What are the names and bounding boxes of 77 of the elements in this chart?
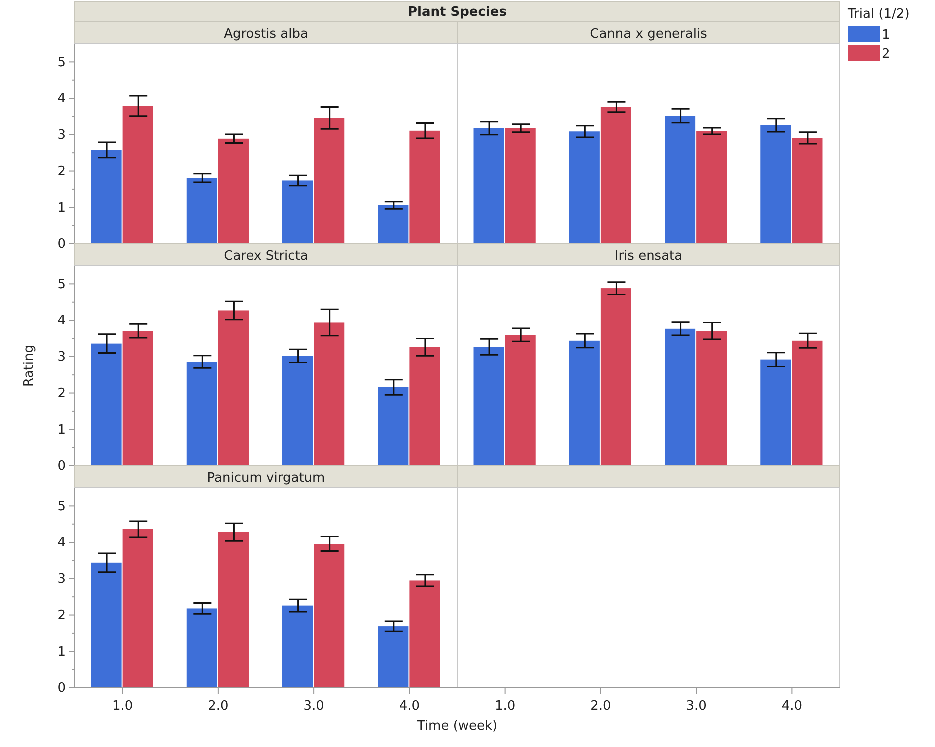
y-tick-label: 1 [58,200,66,216]
x-tick-label: 3.0 [686,699,707,714]
bar [792,340,823,466]
bar [314,118,345,244]
x-tick-label: 3.0 [304,699,324,714]
bar [282,356,314,466]
y-tick-label: 1 [58,644,66,660]
bar [665,328,696,466]
bar [760,360,792,466]
chart-title: Plant Species [408,5,508,20]
bar [474,128,504,244]
y-tick-label: 4 [58,92,66,107]
bar [410,130,440,244]
bar [186,608,218,688]
bar [314,322,345,466]
y-tick-label: 3 [58,128,66,144]
bar [122,106,154,244]
bar [505,128,536,244]
bar [505,335,536,466]
bar [282,606,314,688]
bar [792,138,823,244]
bar [122,331,154,466]
bar [186,178,218,244]
bar [218,138,249,244]
bar [569,132,600,244]
bar [378,205,409,244]
bar [696,131,728,244]
bar [282,180,314,244]
x-tick-label: 1.0 [112,699,134,714]
y-tick-label: 2 [58,386,66,402]
bar [378,626,409,688]
bar [474,347,504,466]
bar [91,150,122,244]
x-axis-title: Time (week) [416,719,498,734]
text: Carex Stricta [224,249,308,264]
y-tick-label: 0 [58,681,66,696]
bar [91,562,122,688]
y-tick-label: 2 [58,608,66,624]
legend-label: 2 [882,47,890,62]
y-tick-label: 4 [58,314,66,329]
bar [218,532,249,688]
y-tick-label: 1 [58,422,66,438]
text: Iris ensata [614,249,683,264]
y-tick-label: 0 [58,459,66,474]
y-tick-label: 2 [58,164,66,180]
bar [378,387,409,466]
bar [600,107,632,244]
y-axis-title: Rating [22,345,37,387]
bar [410,580,440,688]
y-tick-label: 4 [58,536,66,551]
bar [696,331,728,466]
bar [186,362,218,466]
y-tick-label: 5 [58,499,66,514]
y-tick-label: 5 [58,277,66,292]
y-tick-label: 5 [58,55,66,70]
bar [665,116,696,244]
legend-label: 1 [882,28,890,43]
bar [760,125,792,244]
x-tick-label: 2.0 [590,699,612,714]
x-tick-label: 1.0 [494,699,516,714]
text: Panicum virgatum [207,471,326,486]
x-tick-label: 2.0 [208,699,229,714]
text: Canna x generalis [590,27,708,42]
bar [569,340,600,466]
bar [122,529,154,688]
y-tick-label: 0 [58,237,66,252]
legend-title: Trial (1/2) [847,7,910,22]
bar [410,347,440,466]
y-tick-label: 3 [58,572,66,588]
y-tick-label: 3 [58,350,66,366]
x-tick-label: 4.0 [399,699,420,714]
x-tick-label: 4.0 [782,699,803,714]
bar [218,310,249,466]
bar [91,344,122,466]
bar [600,288,632,466]
text: Agrostis alba [224,27,308,42]
bar [314,544,345,688]
